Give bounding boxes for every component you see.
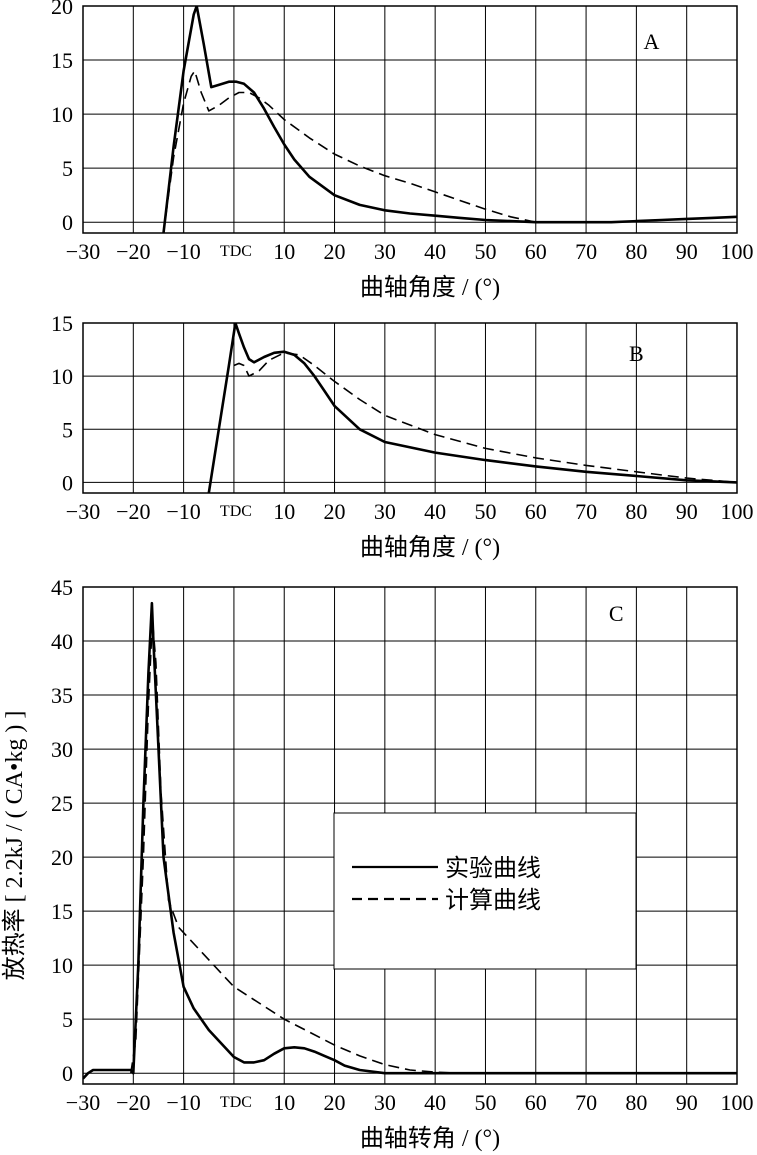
- x-tick-label: 40: [424, 499, 446, 524]
- x-tick-label: 60: [525, 1090, 547, 1115]
- y-tick-label: 10: [51, 102, 73, 127]
- y-tick-label: 20: [51, 0, 73, 19]
- plot-frame: [82, 5, 738, 234]
- y-tick-label: 5: [62, 417, 73, 442]
- x-tick-label: 50: [474, 239, 496, 264]
- x-axis-title: 曲轴角度 / (°): [360, 274, 500, 301]
- panel-letter: C: [609, 601, 624, 626]
- x-tick-label: 50: [474, 1090, 496, 1115]
- legend-box: [333, 812, 637, 970]
- x-tick-label: 100: [721, 499, 754, 524]
- y-tick-label: 5: [62, 156, 73, 181]
- series-line-solid: [162, 6, 737, 233]
- y-tick-label: 15: [51, 311, 73, 336]
- x-axis-title: 曲轴角度 / (°): [360, 534, 500, 561]
- x-tick-label: 10: [273, 239, 295, 264]
- y-tick-label: 15: [51, 48, 73, 73]
- y-tick-label: 30: [51, 737, 73, 762]
- x-tick-label: 70: [575, 239, 597, 264]
- x-tick-label: 60: [525, 239, 547, 264]
- series-line-solid: [207, 323, 737, 493]
- x-tick-label: −20: [116, 239, 150, 264]
- x-tick-label: 20: [324, 1090, 346, 1115]
- legend-label: 实验曲线: [445, 855, 541, 882]
- x-tick-label: 20: [324, 499, 346, 524]
- plot-frame: [82, 322, 738, 494]
- y-tick-label: 0: [62, 210, 73, 235]
- x-tick-label: 40: [424, 1090, 446, 1115]
- y-tick-label: 20: [51, 845, 73, 870]
- x-tick-label: 100: [721, 1090, 754, 1115]
- y-tick-label: 5: [62, 1007, 73, 1032]
- y-tick-label: 35: [51, 683, 73, 708]
- x-tick-label: −10: [166, 1090, 200, 1115]
- legend-label: 计算曲线: [445, 887, 541, 914]
- plot-frame: [82, 586, 738, 1085]
- x-tick-label: −20: [116, 499, 150, 524]
- x-tick-label: 30: [374, 499, 396, 524]
- y-tick-label: 0: [62, 470, 73, 495]
- x-tick-label: 80: [625, 499, 647, 524]
- x-tick-label: 80: [625, 239, 647, 264]
- x-tick-label: −30: [66, 1090, 100, 1115]
- x-tick-label: 90: [676, 1090, 698, 1115]
- x-tick-label: 40: [424, 239, 446, 264]
- y-tick-label: 45: [51, 575, 73, 600]
- y-tick-label: 25: [51, 791, 73, 816]
- x-tick-label: −10: [166, 239, 200, 264]
- x-tick-label: −30: [66, 239, 100, 264]
- x-tick-label: TDC: [220, 243, 252, 260]
- x-tick-label: 90: [676, 239, 698, 264]
- x-tick-label: TDC: [220, 503, 252, 520]
- series-line-solid: [83, 601, 737, 1080]
- y-tick-label: 15: [51, 899, 73, 924]
- x-tick-label: −20: [116, 1090, 150, 1115]
- y-tick-label: 0: [62, 1061, 73, 1086]
- x-tick-label: 100: [721, 239, 754, 264]
- series-line-dashed: [162, 70, 536, 233]
- x-tick-label: −10: [166, 499, 200, 524]
- x-tick-label: TDC: [220, 1094, 252, 1111]
- x-tick-label: 80: [625, 1090, 647, 1115]
- y-tick-label: 10: [51, 953, 73, 978]
- y-tick-label: 10: [51, 364, 73, 389]
- x-tick-label: 70: [575, 499, 597, 524]
- x-axis-title: 曲轴转角 / (°): [360, 1125, 500, 1152]
- x-tick-label: 30: [374, 1090, 396, 1115]
- x-tick-label: 90: [676, 499, 698, 524]
- panel-letter: A: [644, 29, 660, 54]
- y-tick-label: 40: [51, 629, 73, 654]
- x-tick-label: −30: [66, 499, 100, 524]
- series-line-dashed: [233, 352, 737, 484]
- x-tick-label: 10: [273, 1090, 295, 1115]
- x-tick-label: 10: [273, 499, 295, 524]
- series-line-dashed: [130, 618, 461, 1074]
- x-tick-label: 20: [324, 239, 346, 264]
- x-tick-label: 70: [575, 1090, 597, 1115]
- x-tick-label: 50: [474, 499, 496, 524]
- y-axis-title: 放热率 [ 2.2kJ / ( CA•kg ) ]: [1, 711, 28, 981]
- chart-panel-a: 0 5 10 15 20 −30 −20 −10 TDC 10 20 30 40 50 60 70 80 90 10…: [51, 0, 754, 301]
- chart-panel-b: 0 5 10 15 −30 −20 −10 TDC 10 20 30 40 50 60 70 80 90 100 B…: [51, 311, 754, 561]
- x-tick-label: 60: [525, 499, 547, 524]
- panel-letter: B: [629, 341, 644, 366]
- x-tick-label: 30: [374, 239, 396, 264]
